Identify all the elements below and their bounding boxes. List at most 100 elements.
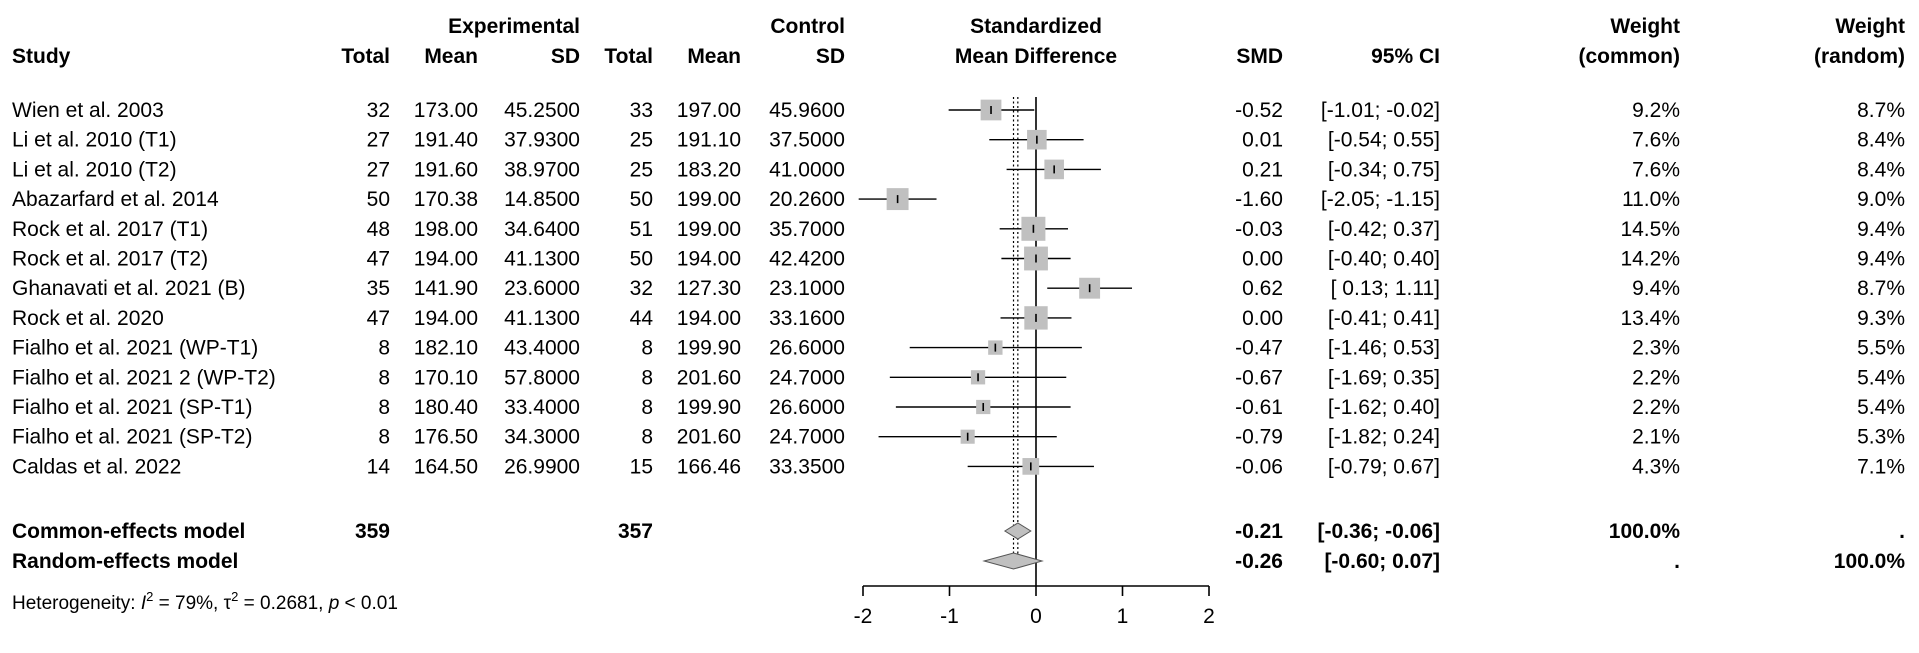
e-sd: 57.8000 (504, 366, 580, 389)
c-mean: 199.00 (677, 188, 741, 211)
e-mean: 191.40 (414, 129, 478, 152)
table-row: Fialho et al. 2021 (SP-T2) 8 176.50 34.3000… (12, 426, 1905, 449)
header-control: Control (770, 15, 845, 38)
c-total: 8 (641, 426, 653, 449)
e-total: 32 (367, 99, 390, 122)
weight-common: 2.2% (1632, 396, 1680, 419)
c-mean: 127.30 (677, 277, 741, 300)
study-name: Fialho et al. 2021 (SP-T2) (12, 426, 252, 449)
e-sd: 45.2500 (504, 99, 580, 122)
ci-value: [-2.05; -1.15] (1321, 188, 1440, 211)
header-c-mean: Mean (687, 45, 741, 68)
study-name: Rock et al. 2020 (12, 307, 164, 330)
pooled-ci: [-0.36; -0.06] (1317, 520, 1440, 543)
c-mean: 194.00 (677, 248, 741, 271)
e-sd: 41.1300 (504, 307, 580, 330)
x-tick-label: 2 (1203, 605, 1215, 628)
c-mean: 201.60 (677, 366, 741, 389)
table-row: Rock et al. 2020 47 194.00 41.1300 44 194.00 3… (12, 307, 1905, 330)
weight-random: 5.5% (1857, 337, 1905, 360)
header-weight-random-line1: Weight (1835, 15, 1905, 38)
e-sd: 41.1300 (504, 248, 580, 271)
header-e-total: Total (341, 45, 390, 68)
table-row: Fialho et al. 2021 2 (WP-T2) 8 170.10 57.80… (12, 366, 1905, 389)
table-row: Li et al. 2010 (T2) 27 191.60 38.9700 25 183.… (12, 158, 1905, 181)
pooled-weight-random: . (1899, 520, 1905, 543)
c-sd: 33.1600 (769, 307, 845, 330)
weight-random: 9.4% (1857, 248, 1905, 271)
smd-value: 0.00 (1242, 248, 1283, 271)
pooled-row: Common-effects model 359 357 -0.21 [-0.36; -… (12, 520, 1905, 543)
c-sd: 26.6000 (769, 396, 845, 419)
e-mean: 182.10 (414, 337, 478, 360)
e-sd: 14.8500 (504, 188, 580, 211)
c-mean: 199.90 (677, 396, 741, 419)
table-row: Rock et al. 2017 (T1) 48 198.00 34.6400 51 19… (12, 218, 1905, 241)
weight-random: 8.4% (1857, 129, 1905, 152)
e-total: 27 (367, 129, 390, 152)
pooled-c-total: 357 (618, 520, 653, 543)
c-mean: 191.10 (677, 129, 741, 152)
study-name: Rock et al. 2017 (T2) (12, 248, 208, 271)
study-name: Ghanavati et al. 2021 (B) (12, 277, 245, 300)
weight-common: 2.1% (1632, 426, 1680, 449)
e-mean: 176.50 (414, 426, 478, 449)
e-mean: 194.00 (414, 248, 478, 271)
header-weight-random-line2: (random) (1814, 45, 1905, 68)
header-experimental: Experimental (448, 15, 580, 38)
c-total: 32 (630, 277, 653, 300)
pooled-row: Random-effects model -0.26 [-0.60; 0.07]. 1… (12, 550, 1905, 573)
weight-random: 9.0% (1857, 188, 1905, 211)
header-weight-common-line2: (common) (1579, 45, 1681, 68)
ci-value: [-1.46; 0.53] (1328, 337, 1440, 360)
table-row: Wien et al. 2003 32 173.00 45.2500 33 197.00 4… (12, 99, 1905, 122)
e-mean: 198.00 (414, 218, 478, 241)
study-name: Rock et al. 2017 (T1) (12, 218, 208, 241)
e-mean: 141.90 (414, 277, 478, 300)
c-total: 25 (630, 158, 653, 181)
pooled-smd: -0.21 (1235, 520, 1283, 543)
ci-value: [-0.34; 0.75] (1328, 158, 1440, 181)
c-sd: 24.7000 (769, 426, 845, 449)
ci-value: [-0.54; 0.55] (1328, 129, 1440, 152)
e-total: 8 (378, 366, 390, 389)
weight-random: 5.4% (1857, 396, 1905, 419)
common-effect-diamond (1003, 522, 1032, 540)
ci-value: [-1.01; -0.02] (1321, 99, 1440, 122)
weight-random: 8.4% (1857, 158, 1905, 181)
c-total: 51 (630, 218, 653, 241)
e-mean: 191.60 (414, 158, 478, 181)
study-name: Fialho et al. 2021 2 (WP-T2) (12, 366, 276, 389)
study-name: Fialho et al. 2021 (SP-T1) (12, 396, 252, 419)
weight-random: 8.7% (1857, 99, 1905, 122)
weight-common: 7.6% (1632, 129, 1680, 152)
e-sd: 34.3000 (504, 426, 580, 449)
weight-common: 11.0% (1622, 188, 1680, 211)
ci-value: [-0.41; 0.41] (1328, 307, 1440, 330)
c-mean: 197.00 (677, 99, 741, 122)
pooled-weight-common: 100.0% (1609, 520, 1681, 543)
e-mean: 180.40 (414, 396, 478, 419)
weight-random: 5.4% (1857, 366, 1905, 389)
e-total: 8 (378, 337, 390, 360)
pooled-e-total: 359 (355, 520, 390, 543)
x-tick-label: 1 (1117, 605, 1129, 628)
random-effect-diamond (982, 552, 1044, 570)
e-total: 14 (367, 455, 391, 478)
ci-value: [ 0.13; 1.11] (1331, 277, 1440, 300)
smd-value: 0.62 (1242, 277, 1283, 300)
e-mean: 164.50 (414, 455, 478, 478)
weight-random: 5.3% (1857, 426, 1905, 449)
study-name: Fialho et al. 2021 (WP-T1) (12, 337, 258, 360)
e-mean: 173.00 (414, 99, 478, 122)
table-row: Rock et al. 2017 (T2) 47 194.00 41.1300 50 19… (12, 248, 1905, 271)
smd-value: -0.06 (1235, 455, 1283, 478)
e-total: 8 (378, 396, 390, 419)
e-mean: 170.38 (414, 188, 478, 211)
x-tick-label: -1 (940, 605, 959, 628)
ci-value: [-0.42; 0.37] (1328, 218, 1440, 241)
weight-common: 4.3% (1632, 455, 1680, 478)
study-name: Li et al. 2010 (T2) (12, 158, 177, 181)
c-sd: 24.7000 (769, 366, 845, 389)
